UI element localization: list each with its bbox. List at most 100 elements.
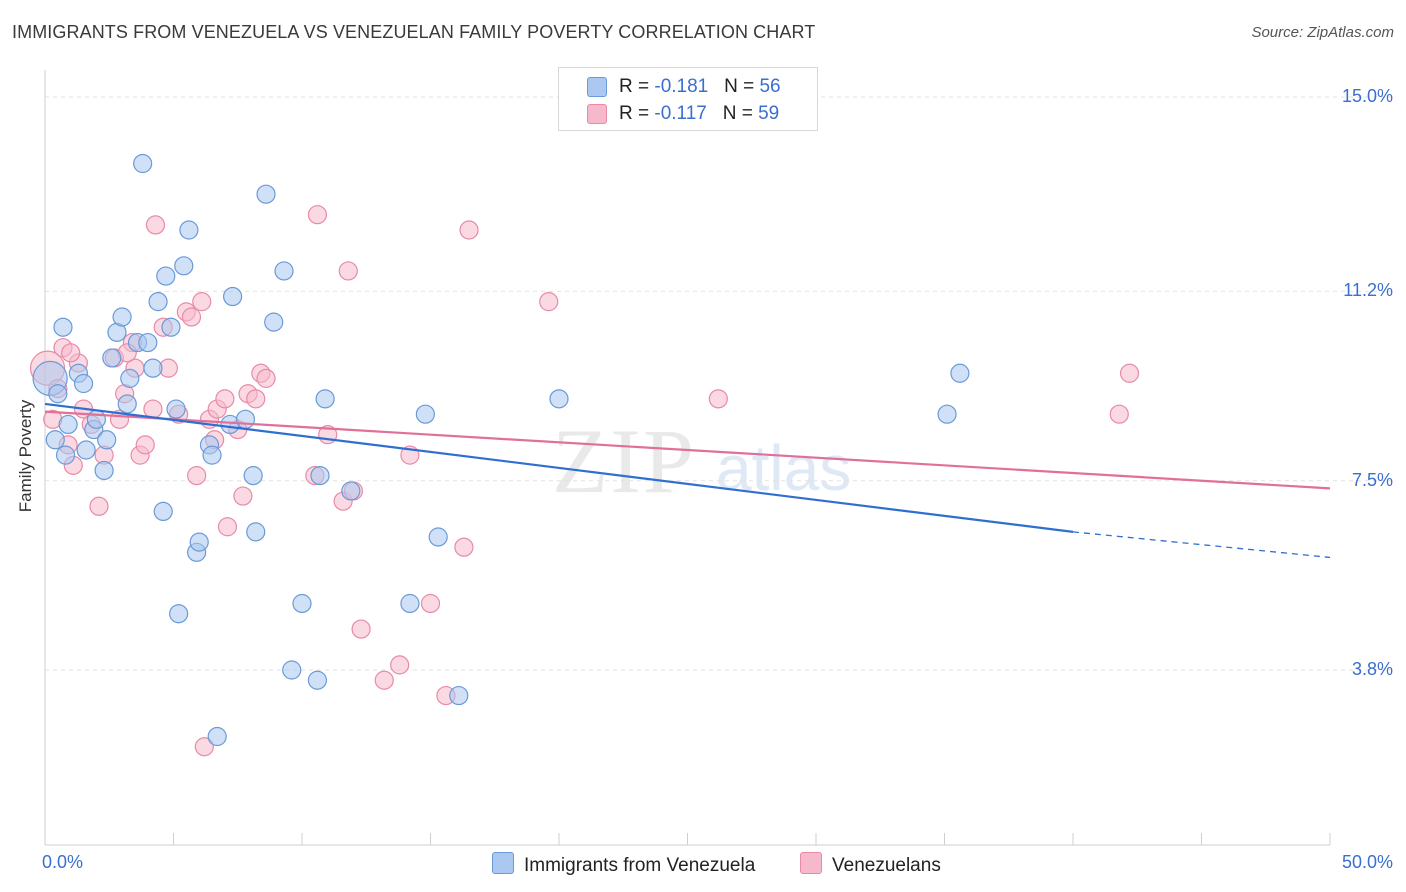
watermark-atlas: atlas (716, 432, 851, 504)
venezuelans-point (351, 619, 371, 639)
venezuelans-point (143, 399, 163, 419)
series-legend: Immigrants from Venezuela Venezuelans (0, 852, 1406, 878)
venezuelans-point (1119, 363, 1140, 383)
venezuelans-point (390, 655, 410, 675)
legend-n-value: 59 (758, 103, 780, 124)
immigrants-point (256, 184, 276, 204)
legend-label: Venezuelans (832, 855, 941, 876)
watermark: ZIP atlas (552, 410, 851, 512)
immigrants-point (400, 593, 420, 614)
immigrants-point (153, 501, 173, 522)
immigrants-point (223, 286, 243, 307)
immigrants-point (235, 409, 256, 429)
immigrants-point (169, 604, 189, 624)
axes (44, 70, 1331, 846)
immigrants-trend-line (44, 402, 1074, 533)
venezuelans-point (215, 389, 235, 409)
immigrants-point (264, 312, 284, 332)
immigrants-point (189, 532, 209, 552)
immigrants-point (341, 481, 361, 501)
legend-label: Immigrants from Venezuela (524, 855, 756, 876)
immigrants-point (94, 460, 114, 481)
legend-r-label: R = (619, 76, 655, 97)
immigrants-point (246, 522, 266, 542)
venezuelans-point (459, 220, 479, 240)
immigrants-point (282, 660, 302, 680)
legend-r-label: R = (619, 103, 655, 124)
legend-item-venezuelans[interactable]: Venezuelans (800, 852, 941, 877)
chart-title: IMMIGRANTS FROM VENEZUELA VS VENEZUELAN … (12, 22, 816, 42)
immigrants-point (102, 348, 122, 368)
y-tick-label: 7.5% (1351, 469, 1393, 490)
immigrants-point (415, 404, 435, 424)
immigrants-point (112, 307, 132, 327)
immigrants-point (148, 292, 168, 312)
immigrants-point (120, 368, 140, 388)
venezuelans-point (181, 307, 202, 327)
legend-r-value: -0.117 (654, 103, 707, 124)
venezuelans-point (454, 537, 474, 557)
venezuelans-point (135, 435, 155, 455)
immigrants-point (45, 430, 65, 450)
immigrants-point (315, 389, 335, 409)
immigrants-points (32, 153, 970, 747)
venezuelans-point (61, 343, 81, 363)
venezuelans-point (233, 486, 253, 506)
legend-n-label: N = (722, 103, 759, 124)
immigrants-point (207, 726, 227, 747)
immigrants-point (549, 389, 569, 409)
venezuelans-point (217, 517, 238, 537)
immigrants-point (202, 445, 222, 465)
venezuelans-point (246, 389, 266, 409)
immigrants-point (292, 593, 312, 614)
venezuelans-point (256, 368, 276, 388)
immigrants-trend-extension (1072, 531, 1331, 559)
venezuelans-point (374, 670, 394, 690)
immigrants-point (307, 670, 328, 690)
immigrants-point (428, 527, 448, 547)
immigrants-point (166, 399, 186, 419)
watermark-zip: ZIP (552, 410, 696, 512)
x-tick-label-min: 0.0% (42, 852, 84, 872)
immigrants-point (55, 445, 76, 465)
immigrants-point (138, 332, 158, 353)
y-tick-label: 15.0% (1341, 86, 1393, 106)
immigrants-point (174, 256, 194, 276)
immigrants-point (53, 317, 73, 337)
immigrants-point (179, 220, 199, 240)
venezuelans-point (187, 465, 207, 486)
immigrants-point (161, 317, 181, 337)
gridlines (45, 96, 1392, 671)
legend-n-value: 56 (759, 76, 781, 97)
venezuelans-point (192, 292, 212, 312)
immigrants-point (86, 409, 107, 429)
immigrants-point (156, 266, 176, 286)
venezuelans-point (307, 205, 328, 225)
immigrants-point (117, 394, 137, 414)
venezuelans-point (89, 496, 109, 516)
immigrants-point (937, 404, 957, 424)
immigrants-point (73, 373, 94, 394)
source-label: Source: ZipAtlas.com (1251, 24, 1394, 41)
immigrants-point (133, 153, 153, 174)
legend-swatch-pink (800, 852, 822, 874)
venezuelans-point (708, 389, 728, 409)
venezuelans-trend-line (44, 410, 1331, 490)
venezuelans-points (29, 205, 1140, 757)
x-tick-label-max: 50.0% (1341, 852, 1393, 872)
immigrants-point (143, 358, 163, 378)
venezuelans-point (194, 737, 214, 757)
venezuelans-point (1109, 404, 1129, 424)
venezuelans-point (539, 292, 559, 312)
venezuelans-point (338, 261, 358, 281)
venezuelans-point (145, 215, 166, 235)
immigrants-point (243, 465, 263, 486)
legend-n-label: N = (724, 76, 760, 97)
legend-r-value: -0.181 (654, 76, 709, 97)
immigrants-point (950, 363, 970, 383)
immigrants-point (58, 414, 78, 435)
correlation-legend: R = -0.181 N = 56 R = -0.117 N = 59 (558, 67, 818, 131)
immigrants-point (97, 430, 117, 450)
legend-item-immigrants[interactable]: Immigrants from Venezuela (492, 852, 755, 877)
